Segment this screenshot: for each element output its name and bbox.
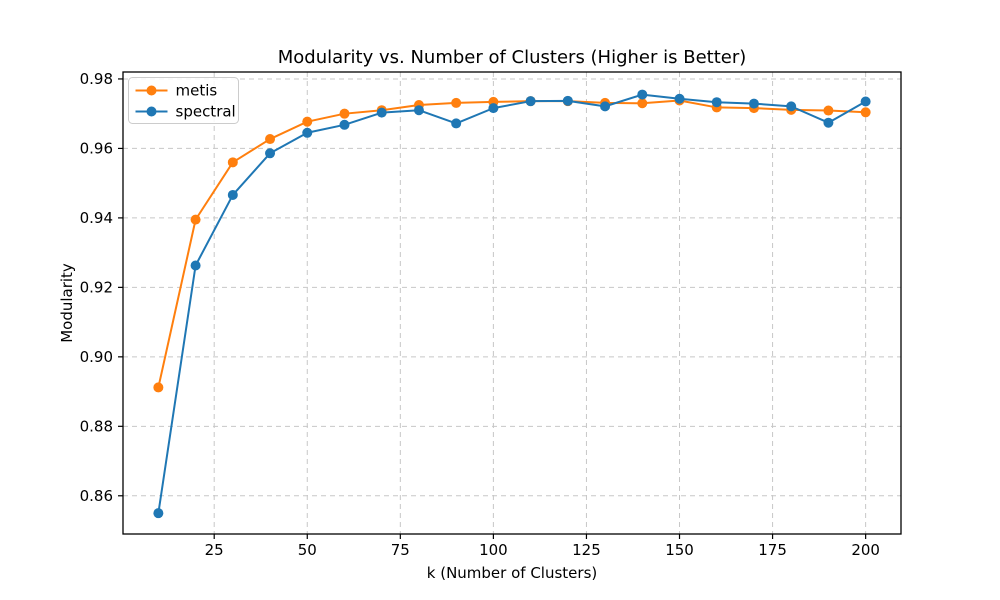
plot-area-border xyxy=(122,71,902,535)
x-tick-label: 25 xyxy=(205,541,224,559)
data-point-metis xyxy=(265,134,276,145)
y-tick-label: 0.88 xyxy=(80,417,113,435)
data-point-spectral xyxy=(153,508,164,519)
data-point-spectral xyxy=(600,101,611,112)
data-point-spectral xyxy=(376,107,387,118)
data-point-spectral xyxy=(451,118,462,129)
data-point-metis xyxy=(227,157,238,168)
legend-item-metis: metis xyxy=(135,82,218,100)
legend-marker-metis xyxy=(146,85,157,96)
y-tick-label: 0.94 xyxy=(80,209,113,227)
series-metis xyxy=(153,95,871,393)
data-point-metis xyxy=(190,214,201,225)
data-point-spectral xyxy=(339,119,350,130)
x-tick-label: 100 xyxy=(479,541,508,559)
legend-marker-spectral xyxy=(146,106,157,117)
y-tick-label: 0.96 xyxy=(80,139,113,157)
data-point-metis xyxy=(823,105,834,116)
legend-item-spectral: spectral xyxy=(135,103,236,121)
y-axis-label: Modularity xyxy=(58,263,76,343)
data-point-metis xyxy=(860,107,871,118)
x-tick-label: 200 xyxy=(851,541,880,559)
data-point-spectral xyxy=(823,117,834,128)
data-point-spectral xyxy=(488,103,499,114)
data-point-spectral xyxy=(413,105,424,116)
y-tick-label: 0.86 xyxy=(80,487,113,505)
data-point-spectral xyxy=(637,89,648,100)
data-point-spectral xyxy=(302,127,313,138)
data-point-metis xyxy=(153,382,164,393)
data-point-metis xyxy=(339,108,350,119)
series-line-spectral xyxy=(157,93,867,514)
legend-label-spectral: spectral xyxy=(176,103,236,121)
data-series xyxy=(153,89,871,519)
data-point-spectral xyxy=(786,101,797,112)
data-point-spectral xyxy=(227,189,238,200)
data-point-spectral xyxy=(525,96,536,107)
legend-label-metis: metis xyxy=(176,82,218,100)
series-line-metis xyxy=(157,99,866,388)
axis-ticks: 25 50 75 100 125 150 175 200 0.86 0.88 0.90 0.92 0.9… xyxy=(80,70,880,559)
series-spectral xyxy=(153,89,871,519)
data-point-spectral xyxy=(860,96,871,107)
x-tick-label: 75 xyxy=(391,541,410,559)
data-point-metis xyxy=(451,97,462,108)
data-point-spectral xyxy=(674,93,685,104)
x-tick-label: 125 xyxy=(572,541,601,559)
data-point-spectral xyxy=(265,148,276,159)
data-point-spectral xyxy=(711,97,722,108)
data-point-spectral xyxy=(562,95,573,106)
data-point-metis xyxy=(637,98,648,109)
data-point-spectral xyxy=(748,98,759,109)
x-tick-label: 150 xyxy=(665,541,694,559)
x-axis-label: k (Number of Clusters) xyxy=(427,564,597,582)
grid-lines xyxy=(123,72,901,534)
chart-title: Modularity vs. Number of Clusters (Highe… xyxy=(278,47,747,68)
x-tick-label: 50 xyxy=(298,541,317,559)
data-point-spectral xyxy=(190,260,201,271)
legend: metis spectral xyxy=(128,77,239,124)
y-tick-label: 0.92 xyxy=(80,278,113,296)
data-point-metis xyxy=(302,116,313,127)
x-tick-label: 175 xyxy=(758,541,787,559)
y-tick-label: 0.98 xyxy=(80,70,113,88)
y-tick-label: 0.90 xyxy=(80,348,113,366)
